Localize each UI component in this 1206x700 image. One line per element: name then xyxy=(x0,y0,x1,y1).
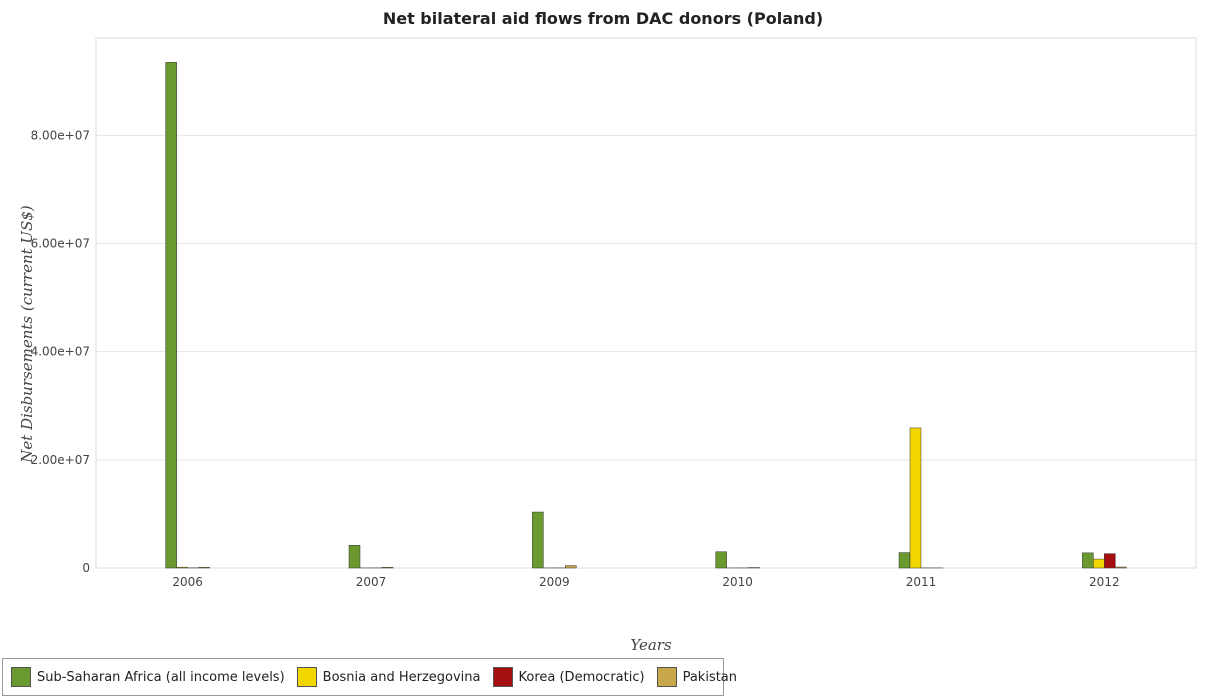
legend-label: Bosnia and Herzegovina xyxy=(322,669,481,685)
y-tick-label: 6.00e+07 xyxy=(31,237,90,251)
bar-group xyxy=(165,62,1127,569)
bar-sub-saharan-africa-all-income-levels--2007 xyxy=(348,545,361,569)
legend-swatch xyxy=(492,667,513,687)
x-tick-label: 2011 xyxy=(906,575,937,589)
bar-bosnia-and-herzegovina-2011 xyxy=(909,427,922,569)
bar-bosnia-and-herzegovina-2006 xyxy=(176,566,188,569)
legend-item: Pakistan xyxy=(656,667,738,687)
x-axis-label: Years xyxy=(630,636,672,654)
y-axis-ticks: 0 2.00e+07 4.00e+07 6.00e+07 8.00e+07 xyxy=(31,128,90,575)
bar-sub-saharan-africa-all-income-levels--2012 xyxy=(1082,552,1094,569)
x-tick-label: 2007 xyxy=(356,575,387,589)
legend-item: Korea (Democratic) xyxy=(492,667,645,687)
bar-korea-democratic--2012 xyxy=(1104,553,1116,569)
bar-pakistan-2009 xyxy=(565,565,577,569)
bar-sub-saharan-africa-all-income-levels--2009 xyxy=(532,511,544,569)
y-tick-label: 0 xyxy=(82,561,90,575)
legend-swatch xyxy=(656,667,677,687)
x-tick-label: 2012 xyxy=(1089,575,1120,589)
x-tick-label: 2009 xyxy=(539,575,570,589)
legend-label: Pakistan xyxy=(682,669,738,685)
x-tick-label: 2010 xyxy=(722,575,753,589)
bar-sub-saharan-africa-all-income-levels--2010 xyxy=(715,551,727,569)
bar-pakistan-2006 xyxy=(198,567,210,569)
bar-sub-saharan-africa-all-income-levels--2006 xyxy=(165,62,177,569)
y-tick-label: 4.00e+07 xyxy=(31,345,90,359)
legend-label: Sub-Saharan Africa (all income levels) xyxy=(37,669,285,685)
y-tick-label: 8.00e+07 xyxy=(31,128,90,142)
bar-sub-saharan-africa-all-income-levels--2011 xyxy=(898,552,911,569)
grid-lines xyxy=(96,134,1196,569)
legend-swatch xyxy=(11,667,31,687)
plot-area xyxy=(95,37,1197,569)
legend-label: Korea (Democratic) xyxy=(518,669,645,685)
legend: Sub-Saharan Africa (all income levels) Bo… xyxy=(2,658,737,696)
plot-border xyxy=(95,37,1197,569)
bar-pakistan-2007 xyxy=(381,567,394,569)
x-tick-label: 2006 xyxy=(172,575,203,589)
y-axis-label: Net Disbursements (current US$) xyxy=(18,205,36,464)
chart-title: Net bilateral aid flows from DAC donors … xyxy=(383,9,823,28)
bar-pakistan-2012 xyxy=(1115,566,1127,569)
legend-swatch xyxy=(296,667,317,687)
bar-bosnia-and-herzegovina-2012 xyxy=(1093,558,1105,569)
legend-item: Sub-Saharan Africa (all income levels) xyxy=(11,667,285,687)
legend-item: Bosnia and Herzegovina xyxy=(296,667,481,687)
y-tick-label: 2.00e+07 xyxy=(31,453,90,467)
x-axis-ticks: 2006 2007 2009 2010 2011 2012 xyxy=(172,575,1119,589)
